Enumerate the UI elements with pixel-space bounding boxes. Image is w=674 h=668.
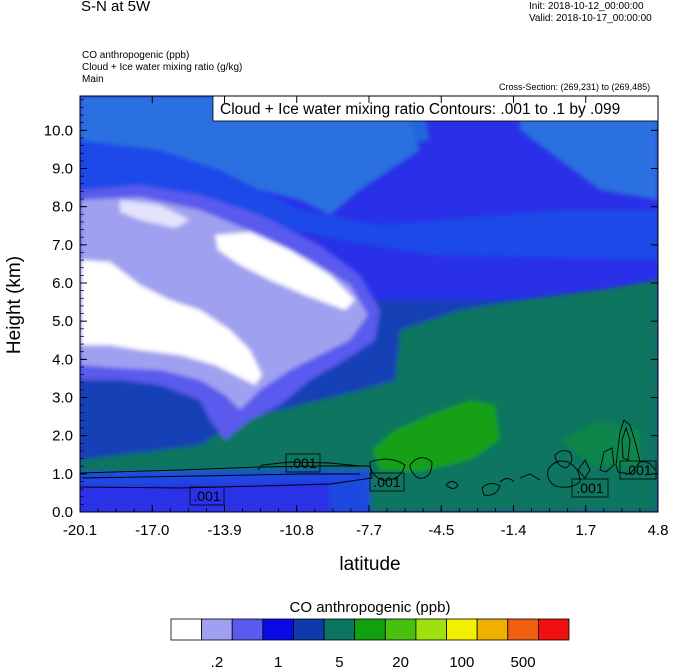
colorbar-label: 1	[274, 654, 282, 668]
contour-info-box	[212, 95, 659, 122]
x-tick-label: 4.8	[648, 522, 669, 539]
colorbar-label: 5	[335, 654, 343, 668]
x-tick-label: -13.9	[207, 522, 241, 539]
y-axis: 0.0 1.0 2.0 3.0 4.0 5.0 6.0 7.0 8.0 9.0 10.0	[44, 99, 658, 521]
y-tick-label: 6.0	[52, 275, 73, 292]
colorbar-swatch	[201, 618, 233, 641]
colorbar-swatch	[354, 618, 386, 641]
plot-title: S-N at 5W	[81, 0, 151, 15]
x-tick-label: -1.4	[501, 522, 527, 539]
field-name-main: Main	[82, 74, 104, 85]
colorbar-labels: .2 1 5 20 100 500	[211, 654, 536, 668]
x-tick-label: -4.5	[428, 522, 454, 539]
y-tick-label: 7.0	[52, 237, 73, 254]
colorbar-label: 20	[392, 654, 409, 668]
colorbar-title: CO anthropogenic (ppb)	[290, 599, 451, 616]
contour-label: .001	[576, 480, 603, 496]
colorbar-label: 100	[449, 654, 474, 668]
x-tick-label: 1.7	[575, 522, 596, 539]
colorbar	[170, 618, 570, 641]
colorbar-swatch	[476, 618, 509, 641]
colorbar-swatch	[323, 618, 356, 641]
colorbar-swatch	[446, 618, 478, 641]
colorbar-swatch	[415, 618, 447, 641]
colorbar-swatch	[262, 618, 294, 641]
y-tick-label: 8.0	[52, 199, 73, 216]
contour-label: .001	[193, 488, 220, 504]
y-tick-label: 2.0	[52, 428, 73, 445]
x-tick-label: -20.1	[63, 522, 97, 539]
x-axis-label: latitude	[339, 554, 400, 575]
x-tick-label: -17.0	[135, 522, 169, 539]
colorbar-swatch	[384, 618, 417, 641]
y-tick-label: 0.0	[52, 504, 73, 521]
colorbar-swatch	[170, 618, 203, 641]
field-name-co: CO anthropogenic (ppb)	[82, 50, 190, 61]
x-axis: -20.1 -17.0 -13.9 -10.8 -7.7 -4.5 -1.4 1.7 4.8	[63, 96, 669, 539]
colorbar-label: .2	[211, 654, 224, 668]
y-tick-label: 4.0	[52, 351, 73, 368]
y-tick-label: 1.0	[52, 466, 73, 483]
cloud-contours	[80, 419, 656, 496]
y-tick-label: 9.0	[52, 161, 73, 178]
contour-label: .001	[289, 455, 316, 471]
colorbar-label: 500	[511, 654, 536, 668]
filled-contour-field	[80, 96, 658, 512]
contour-label: .001	[373, 474, 400, 490]
y-tick-label: 3.0	[52, 390, 73, 407]
cross-section-label: Cross-Section: (269,231) to (269,485)	[499, 82, 651, 92]
contour-info-text: Cloud + Ice water mixing ratio Contours:…	[220, 101, 620, 118]
field-name-cloud: Cloud + Ice water mixing ratio (g/kg)	[82, 62, 243, 73]
y-tick-label: 10.0	[44, 122, 73, 139]
colorbar-swatch	[507, 618, 539, 641]
x-tick-label: -7.7	[356, 522, 382, 539]
contour-label: .001	[624, 462, 651, 478]
colorbar-swatch	[293, 618, 325, 641]
colorbar-swatch	[537, 618, 570, 641]
colorbar-swatch	[231, 618, 264, 641]
contour-labels: .001 .001 .001 .001 .001	[189, 453, 657, 506]
x-tick-label: -10.8	[280, 522, 314, 539]
y-tick-label: 5.0	[52, 313, 73, 330]
y-axis-label: Height (km)	[4, 256, 25, 354]
init-time: Init: 2018-10-12_00:00:00	[529, 1, 644, 12]
valid-time: Valid: 2018-10-17_00:00:00	[529, 13, 652, 24]
